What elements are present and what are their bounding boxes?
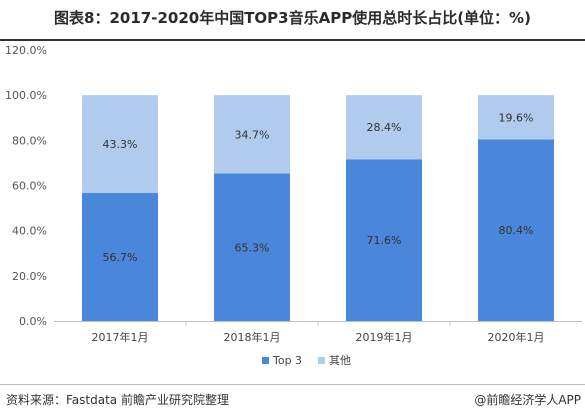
bar-other xyxy=(346,95,422,160)
data-label: 28.4% xyxy=(367,121,402,134)
x-tick-label: 2017年1月 xyxy=(92,330,149,344)
data-label: 56.7% xyxy=(103,251,138,264)
x-tick-label: 2019年1月 xyxy=(356,330,413,344)
footer-divider xyxy=(0,384,585,385)
chart-title: 图表8：2017-2020年中国TOP3音乐APP使用总时长占比(单位：%) xyxy=(54,9,531,27)
legend-swatch xyxy=(318,357,325,364)
data-label: 19.6% xyxy=(499,111,534,124)
brand-credit: @前瞻经济学人APP xyxy=(474,393,581,407)
legend-label: 其他 xyxy=(329,354,351,367)
legend-swatch xyxy=(262,357,269,364)
bar-other xyxy=(82,95,158,193)
source-note: 资料来源：Fastdata 前瞻产业研究院整理 xyxy=(6,393,229,407)
title-underline xyxy=(0,39,585,41)
y-tick-label: 80.0% xyxy=(12,134,47,147)
data-label: 80.4% xyxy=(499,224,534,237)
y-tick-label: 40.0% xyxy=(12,225,47,238)
legend-label: Top 3 xyxy=(272,354,302,367)
x-tick-label: 2020年1月 xyxy=(488,330,545,344)
y-tick-label: 100.0% xyxy=(5,89,47,102)
bar-top3 xyxy=(478,139,554,321)
data-label: 65.3% xyxy=(235,241,270,254)
y-tick-label: 20.0% xyxy=(12,270,47,283)
x-tick-label: 2018年1月 xyxy=(224,330,281,344)
y-tick-label: 0.0% xyxy=(19,315,47,328)
bar-other xyxy=(478,95,554,140)
data-label: 34.7% xyxy=(235,128,270,141)
bar-other xyxy=(214,95,290,174)
bar-top3 xyxy=(82,192,158,321)
y-tick-label: 120.0% xyxy=(5,44,47,57)
data-label: 43.3% xyxy=(103,138,138,151)
bar-top3 xyxy=(214,173,290,321)
stacked-bar-chart: 0.0% 20.0% 40.0% 60.0% 80.0% 100.0% 120.0% 2017… xyxy=(5,44,582,367)
bar-top3 xyxy=(346,159,422,321)
y-tick-label: 60.0% xyxy=(12,180,47,193)
data-label: 71.6% xyxy=(367,234,402,247)
